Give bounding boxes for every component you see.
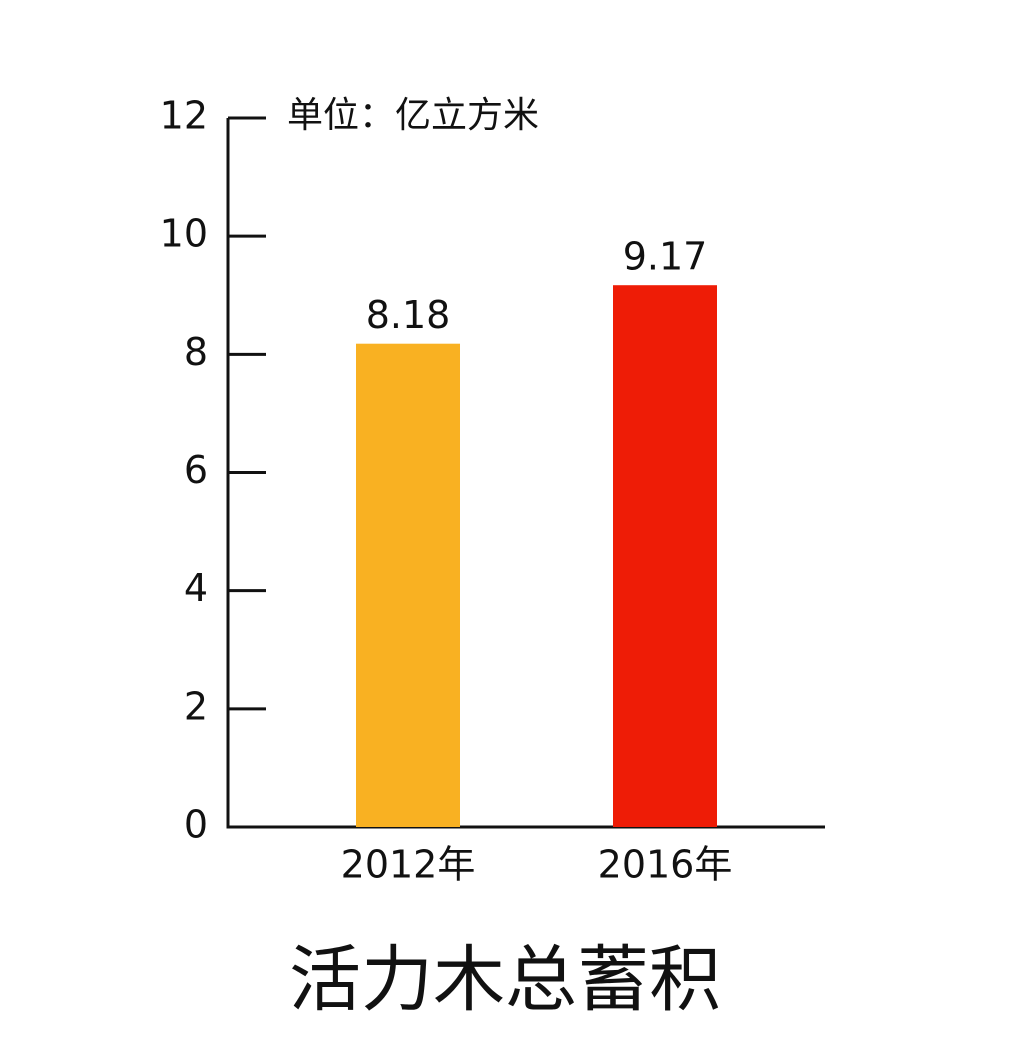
y-tick-label: 8 xyxy=(184,330,208,374)
bar xyxy=(356,343,460,827)
chart-title: 活力木总蓄积 xyxy=(289,938,721,1022)
y-tick-label: 6 xyxy=(184,448,208,492)
y-tick-label: 4 xyxy=(184,566,208,610)
y-tick-label: 0 xyxy=(184,803,208,847)
unit-label: 单位：亿立方米 xyxy=(287,95,539,136)
bar xyxy=(613,285,717,828)
x-tick-label: 2016年 xyxy=(598,843,733,887)
y-tick-label: 10 xyxy=(160,212,208,256)
value-label: 8.18 xyxy=(366,293,451,337)
y-tick-label: 12 xyxy=(160,94,208,138)
x-tick-label: 2012年 xyxy=(341,843,476,887)
y-tick-label: 2 xyxy=(184,684,208,728)
value-label: 9.17 xyxy=(623,235,708,279)
